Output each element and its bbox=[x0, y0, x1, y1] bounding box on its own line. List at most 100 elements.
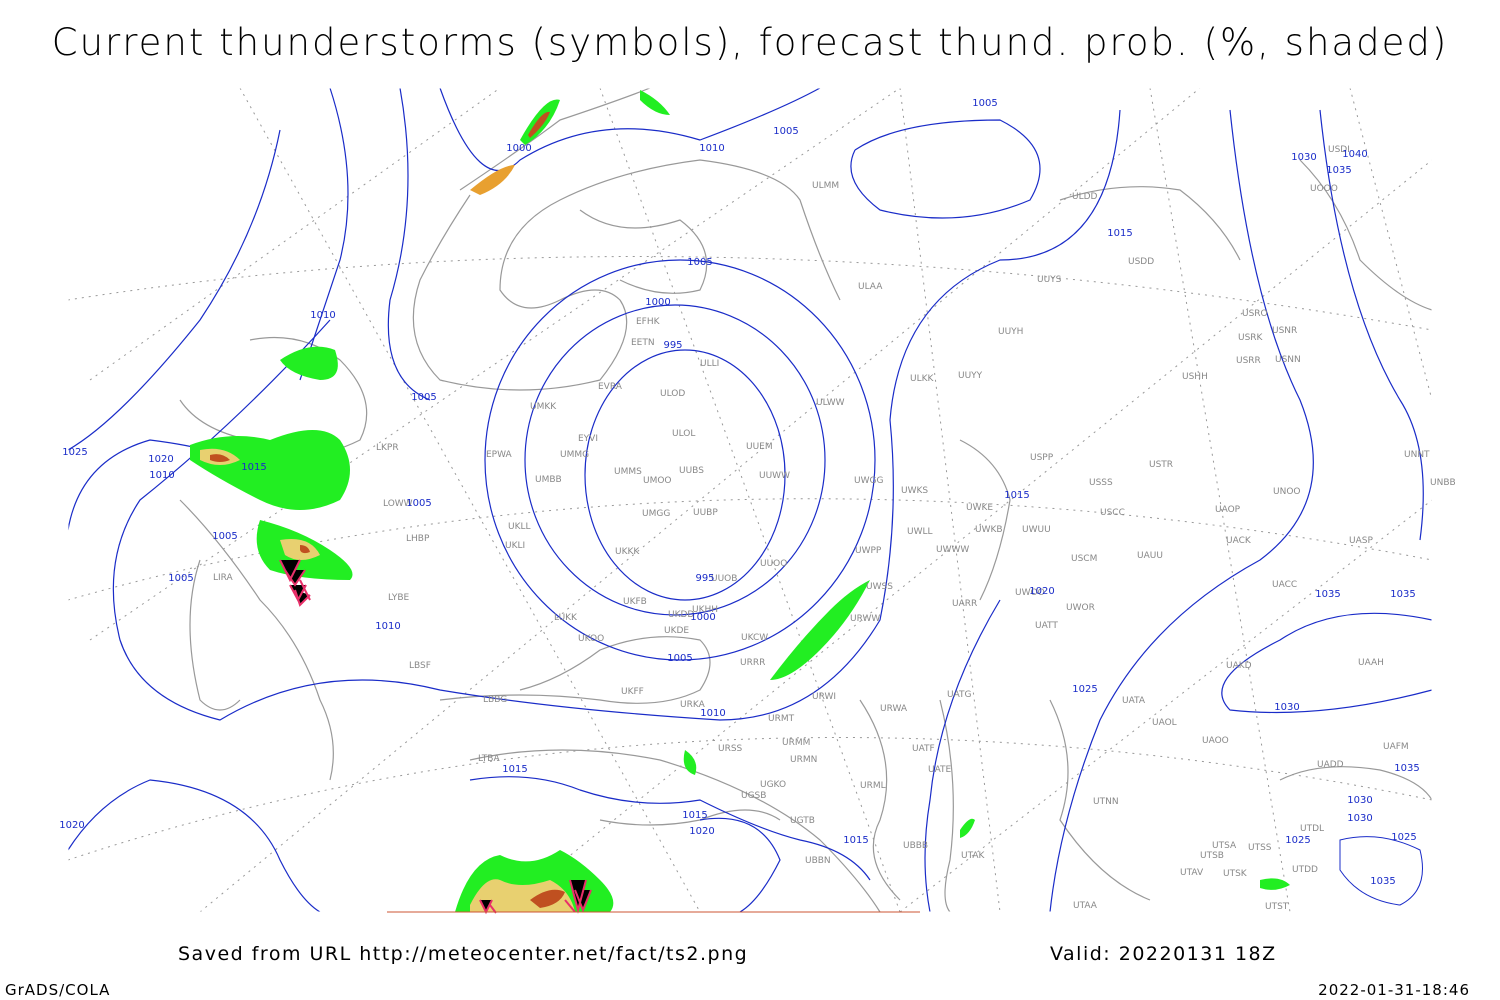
station-code: UGKO bbox=[760, 780, 786, 790]
isobar-label: 1015 bbox=[682, 810, 707, 821]
station-code: UACK bbox=[1226, 536, 1252, 546]
station-code: UWLL bbox=[907, 527, 933, 537]
isobar-label: 1035 bbox=[1315, 589, 1340, 600]
station-code: UUYH bbox=[998, 327, 1023, 337]
station-code: UMMG bbox=[560, 450, 589, 460]
source-url: Saved from URL http://meteocenter.net/fa… bbox=[178, 943, 748, 965]
station-code: UWSS bbox=[866, 582, 893, 592]
station-code: LKPR bbox=[376, 443, 399, 453]
station-code: USCC bbox=[1100, 508, 1125, 518]
station-code: UBBB bbox=[903, 841, 928, 851]
isobar-label: 1035 bbox=[1390, 589, 1415, 600]
station-code: UKDE bbox=[664, 626, 689, 636]
station-code: UMBB bbox=[535, 475, 562, 485]
isobar-label: 1015 bbox=[843, 835, 868, 846]
station-code: UNBB bbox=[1430, 478, 1456, 488]
isobar-label: 1005 bbox=[773, 126, 798, 137]
station-code: USSS bbox=[1089, 478, 1113, 488]
isobar-label: 1005 bbox=[168, 573, 193, 584]
station-code: UUYS bbox=[1037, 275, 1062, 285]
station-code: ULOD bbox=[660, 389, 685, 399]
isobar-label: 1030 bbox=[1347, 813, 1372, 824]
station-code: UUBS bbox=[679, 466, 704, 476]
station-code: USHH bbox=[1182, 372, 1208, 382]
station-code: UTDL bbox=[1300, 824, 1324, 834]
isobar-label: 1010 bbox=[700, 708, 725, 719]
isobar-label: 1000 bbox=[506, 143, 531, 154]
station-code: UTSA bbox=[1212, 841, 1237, 851]
station-code: UKFF bbox=[621, 687, 644, 697]
station-code: URRR bbox=[740, 658, 765, 668]
thunderstorm-symbol bbox=[279, 559, 592, 915]
station-code: UMKK bbox=[530, 402, 557, 412]
station-code: URML bbox=[860, 781, 886, 791]
station-code: URWW bbox=[850, 614, 880, 624]
station-code: UUEM bbox=[746, 442, 773, 452]
station-code: ULWW bbox=[816, 398, 845, 408]
station-code: USCM bbox=[1071, 554, 1097, 564]
station-code: UATT bbox=[1035, 621, 1058, 631]
isobar-label: 1015 bbox=[1004, 490, 1029, 501]
isobar-label: 1005 bbox=[687, 257, 712, 268]
station-code: USDI bbox=[1328, 145, 1350, 155]
isobar-label: 1015 bbox=[502, 764, 527, 775]
station-code: USPP bbox=[1030, 453, 1054, 463]
station-code: UWKB bbox=[975, 525, 1003, 535]
station-code: UTAK bbox=[961, 851, 986, 861]
station-code: USTR bbox=[1149, 460, 1173, 470]
station-code: UKHH bbox=[692, 605, 718, 615]
isobar-label: 1005 bbox=[212, 531, 237, 542]
station-code: UNNT bbox=[1404, 450, 1430, 460]
isobar-label: 1025 bbox=[1391, 832, 1416, 843]
isobar-label: 1010 bbox=[699, 143, 724, 154]
station-code: UKCW bbox=[741, 633, 768, 643]
station-code: UAOL bbox=[1152, 718, 1177, 728]
station-code: UATF bbox=[912, 744, 935, 754]
station-code: UWOO bbox=[1015, 588, 1045, 598]
station-code: UATG bbox=[947, 690, 972, 700]
isobar-label: 1010 bbox=[375, 621, 400, 632]
station-code: LIRA bbox=[213, 573, 234, 583]
station-code: UAKD bbox=[1226, 661, 1252, 671]
station-code: LBSF bbox=[409, 661, 431, 671]
station-code: URWA bbox=[880, 704, 908, 714]
isobar-label: 1035 bbox=[1370, 876, 1395, 887]
isobar-label: 1025 bbox=[1072, 684, 1097, 695]
isobar-label: 1030 bbox=[1274, 702, 1299, 713]
station-code: USRO bbox=[1242, 309, 1268, 319]
station-code: UKFB bbox=[623, 597, 647, 607]
station-code: UNOO bbox=[1273, 487, 1301, 497]
station-code: UKOO bbox=[578, 634, 604, 644]
station-code: UGSB bbox=[741, 791, 766, 801]
station-code: UWKS bbox=[901, 486, 928, 496]
station-code: ULKK bbox=[910, 374, 935, 384]
station-code: EYVI bbox=[578, 434, 598, 444]
station-code: UAOO bbox=[1202, 736, 1229, 746]
station-code: URKA bbox=[680, 700, 706, 710]
graticule bbox=[67, 87, 1433, 913]
station-code: UTNN bbox=[1093, 797, 1119, 807]
station-code: UMMS bbox=[614, 467, 642, 477]
isobar-label: 1020 bbox=[148, 454, 173, 465]
station-code: UWOR bbox=[1066, 603, 1095, 613]
isobar-label: 1000 bbox=[690, 612, 715, 623]
station-code: ULOL bbox=[672, 429, 695, 439]
station-code: UUYY bbox=[958, 371, 983, 381]
isobar-label: 1020 bbox=[689, 826, 714, 837]
station-code: USDD bbox=[1128, 257, 1154, 267]
station-code: UMGG bbox=[642, 509, 670, 519]
isobar-label: 1040 bbox=[1342, 149, 1367, 160]
station-code: USNN bbox=[1275, 355, 1301, 365]
station-code: URSS bbox=[718, 744, 743, 754]
station-code: UAUU bbox=[1137, 551, 1163, 561]
station-code: UMOO bbox=[643, 476, 672, 486]
station-code: LOWW bbox=[383, 499, 413, 509]
station-code: UWWW bbox=[936, 545, 969, 555]
station-code: URMM bbox=[782, 738, 810, 748]
station-code: UADD bbox=[1317, 760, 1344, 770]
isobar-label: 1005 bbox=[406, 498, 431, 509]
map-area bbox=[67, 87, 1433, 915]
